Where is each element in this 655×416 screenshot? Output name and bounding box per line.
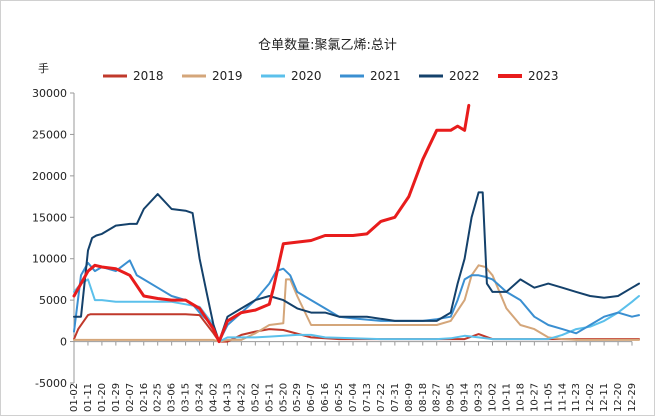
x-tick-label: 10-27	[529, 383, 540, 412]
legend-label-2019: 2019	[212, 69, 243, 83]
x-tick-label: 06-25	[334, 383, 345, 412]
plot-area	[72, 103, 640, 344]
y-tick-label: 15000	[32, 211, 67, 224]
x-tick-label: 09-05	[446, 383, 457, 412]
series-line-2020	[73, 278, 640, 343]
legend-label-2020: 2020	[291, 69, 322, 83]
x-tick-label: 05-29	[292, 383, 303, 412]
y-tick-label: 30000	[32, 87, 67, 100]
x-tick-label: 02-16	[139, 383, 150, 412]
x-tick-label: 11-23	[571, 383, 582, 412]
legend-label-2022: 2022	[449, 69, 480, 83]
x-tick-label: 02-07	[125, 383, 136, 412]
x-tick-label: 05-20	[278, 383, 289, 412]
y-tick-label: 25000	[32, 128, 67, 141]
x-tick-label: 09-23	[474, 383, 485, 412]
y-tick-label: 0	[60, 336, 67, 349]
x-axis: 01-02 01-11 01-20 01-29 02-07 02-16 02-25 03-06…	[69, 341, 638, 412]
x-tick-label: 08-18	[418, 383, 429, 412]
x-tick-label: 07-22	[376, 383, 387, 412]
y-axis-unit: 手	[38, 61, 49, 75]
x-tick-label: 08-09	[404, 383, 415, 412]
y-tick-label: -5000	[35, 377, 67, 390]
y-tick-label: 10000	[32, 253, 67, 266]
x-tick-label: 10-11	[501, 383, 512, 412]
x-tick-label: 12-11	[599, 383, 610, 412]
x-tick-label: 07-04	[348, 383, 359, 412]
x-tick-label: 01-02	[69, 383, 80, 412]
x-tick-label: 12-02	[585, 383, 596, 412]
legend: 2018 2019 2020 2021 2022 2023	[103, 69, 559, 83]
y-axis: -5000 0 5000 10000 15000 20000 25000 30000	[32, 87, 75, 390]
x-tick-label: 09-14	[460, 383, 471, 412]
x-tick-label: 02-25	[153, 383, 164, 412]
y-tick-label: 20000	[32, 170, 67, 183]
x-tick-label: 04-13	[222, 383, 233, 412]
x-tick-label: 04-22	[236, 383, 247, 412]
x-tick-label: 01-20	[97, 383, 108, 412]
chart-title: 仓单数量:聚氯乙烯:总计	[258, 38, 397, 53]
legend-label-2018: 2018	[133, 69, 164, 83]
y-tick-label: 5000	[39, 294, 67, 307]
x-tick-label: 06-07	[306, 383, 317, 412]
x-tick-label: 07-13	[362, 383, 373, 412]
x-tick-label: 05-11	[264, 383, 275, 412]
x-tick-label: 06-16	[320, 383, 331, 412]
x-tick-label: 05-02	[250, 383, 261, 412]
x-tick-label: 04-02	[209, 383, 220, 412]
x-tick-label: 01-11	[83, 383, 94, 412]
x-tick-label: 08-27	[432, 383, 443, 412]
x-tick-label: 03-15	[181, 383, 192, 412]
x-tick-label: 11-14	[557, 383, 568, 412]
x-tick-label: 03-06	[167, 383, 178, 412]
x-tick-label: 10-02	[488, 383, 499, 412]
series-line-2023	[72, 103, 471, 344]
x-tick-label: 10-18	[515, 383, 526, 412]
x-tick-label: 12-20	[613, 383, 624, 412]
x-tick-label: 01-29	[111, 383, 122, 412]
x-tick-label: 03-24	[195, 383, 206, 412]
legend-label-2021: 2021	[370, 69, 401, 83]
series-line-2021	[73, 259, 640, 343]
x-tick-label: 12-29	[627, 383, 638, 412]
x-tick-label: 07-31	[390, 383, 401, 412]
x-tick-label: 11-05	[543, 383, 554, 412]
series-line-2022	[73, 191, 640, 343]
legend-label-2023: 2023	[528, 69, 559, 83]
